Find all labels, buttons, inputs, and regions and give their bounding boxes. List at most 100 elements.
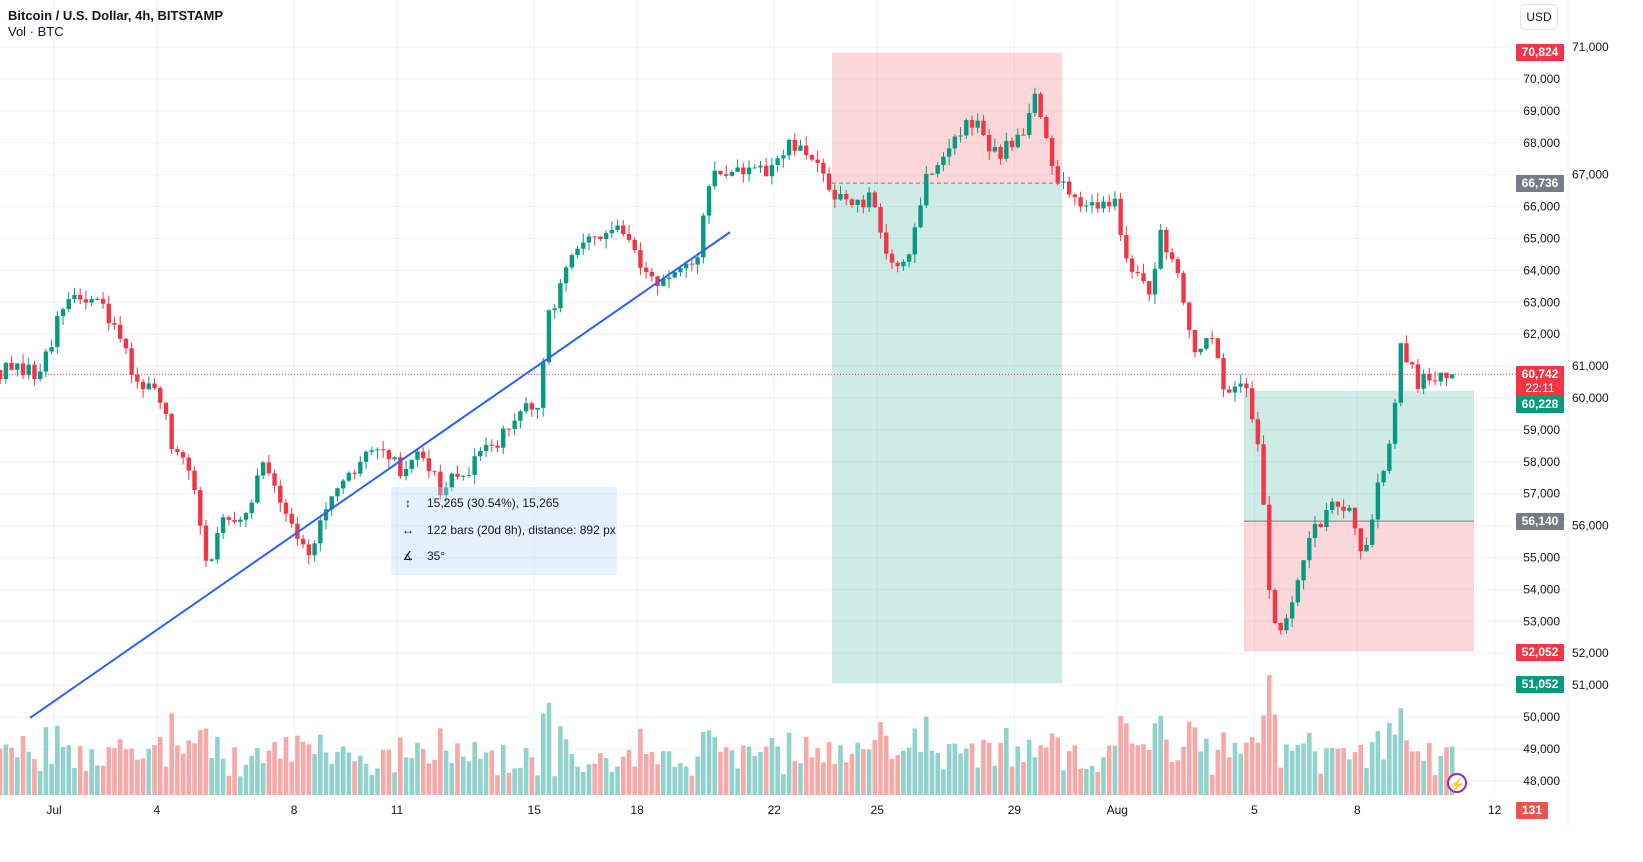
candle-body [1249, 388, 1255, 420]
candle-body [175, 449, 180, 453]
price-axis-label: 70,000 [1523, 72, 1560, 86]
volume-bar [598, 753, 603, 795]
bar-countdown: 22:11 [1525, 381, 1555, 395]
volume-bar [443, 750, 449, 795]
candle-body [786, 139, 792, 156]
price-axis-label: 60,000 [1572, 391, 1609, 405]
volume-bar [1066, 751, 1072, 795]
volume-bar [300, 741, 306, 795]
volume-bar [638, 728, 643, 795]
time-axis-label: 25 [871, 803, 885, 817]
volume-bar [981, 739, 986, 795]
volume-bar [460, 756, 466, 795]
angle-icon: ∡ [402, 549, 414, 563]
candle-body [523, 403, 529, 412]
volume-bar [1324, 748, 1329, 795]
volume-bar [1226, 757, 1232, 795]
candle-body [546, 310, 552, 363]
candle-body [769, 165, 775, 177]
volume-bar [969, 743, 975, 795]
volume-bar [1352, 752, 1358, 795]
candle-body [1450, 374, 1455, 379]
candle-body [49, 347, 54, 352]
measure-tooltip: ↕ 15,265 (30.54%), 15,265 ↔ 122 bars (20… [391, 487, 617, 575]
candle-body [781, 155, 786, 159]
candle-body [678, 268, 683, 273]
candle-body [878, 207, 883, 233]
lightning-icon[interactable]: ⚡ [1447, 773, 1467, 793]
candle-body [89, 299, 94, 303]
volume-bar [1329, 747, 1335, 795]
volume-bar [1444, 747, 1449, 795]
volume-bar [535, 775, 540, 795]
volume-bar [643, 754, 649, 795]
volume-bar [992, 765, 998, 795]
volume-bar [495, 775, 500, 795]
volume-bar [1421, 760, 1426, 795]
volume-bar [478, 758, 483, 795]
candle-body [1021, 134, 1026, 136]
candle-body [1232, 386, 1238, 393]
candle-body [55, 316, 60, 348]
price-axis-label: 67,000 [1572, 168, 1609, 182]
candle-body [666, 277, 672, 279]
currency-button[interactable]: USD [1520, 4, 1558, 30]
candle-body [569, 255, 575, 268]
candle-body [643, 267, 649, 272]
volume-bar [249, 755, 254, 795]
candle-body [9, 362, 14, 370]
volume-bar [689, 775, 695, 795]
symbol-title[interactable]: Bitcoin / U.S. Dollar, 4h, BITSTAMP [8, 8, 224, 23]
price-axis-label: 68,000 [1523, 136, 1560, 150]
volume-bar [346, 752, 352, 795]
volume-bar [449, 762, 455, 795]
candle-body [398, 457, 403, 477]
candle-body [72, 295, 77, 299]
volume-bar [523, 748, 529, 795]
candle-body [626, 233, 632, 240]
volume-bar [20, 735, 26, 795]
candle-body [1295, 580, 1301, 603]
candle-body [1312, 523, 1318, 538]
volume-bar [872, 739, 878, 795]
volume-bar [123, 749, 129, 795]
volume-bar [1038, 745, 1043, 795]
candle-body [300, 538, 306, 545]
candle-body [1409, 362, 1415, 365]
volume-bar [243, 764, 249, 795]
volume-bar [1044, 747, 1049, 795]
candle-body [426, 458, 432, 472]
candle-body [318, 520, 323, 544]
volume-bar [1209, 774, 1215, 795]
candle-body [369, 450, 374, 452]
candle-body [1158, 229, 1163, 269]
candle-body [1078, 197, 1083, 207]
volume-bar [775, 746, 780, 795]
candle-body [466, 474, 472, 476]
volume-legend[interactable]: Vol · BTC [8, 24, 64, 39]
candle-body [403, 468, 409, 477]
volume-bar [426, 763, 432, 795]
candle-body [192, 470, 197, 491]
candle-body [1181, 273, 1186, 303]
candle-body [1255, 419, 1261, 445]
candle-body [123, 338, 129, 349]
volume-bar [821, 762, 826, 795]
time-axis-label: Jul [46, 803, 61, 817]
candle-body [386, 450, 392, 460]
volume-bar [986, 742, 992, 795]
volume-bar [1392, 734, 1398, 795]
volume-bar [398, 737, 403, 795]
volume-bars [0, 675, 1455, 795]
volume-bar [317, 734, 323, 795]
volume-bar [1026, 739, 1032, 795]
candle-body [969, 120, 975, 128]
volume-bar [26, 751, 32, 795]
candle-body [152, 383, 157, 388]
volume-bar [569, 753, 575, 795]
candle-body [1049, 138, 1055, 167]
volume-bar [1192, 727, 1198, 795]
volume-bar [237, 776, 243, 795]
volume-bar [781, 774, 786, 795]
